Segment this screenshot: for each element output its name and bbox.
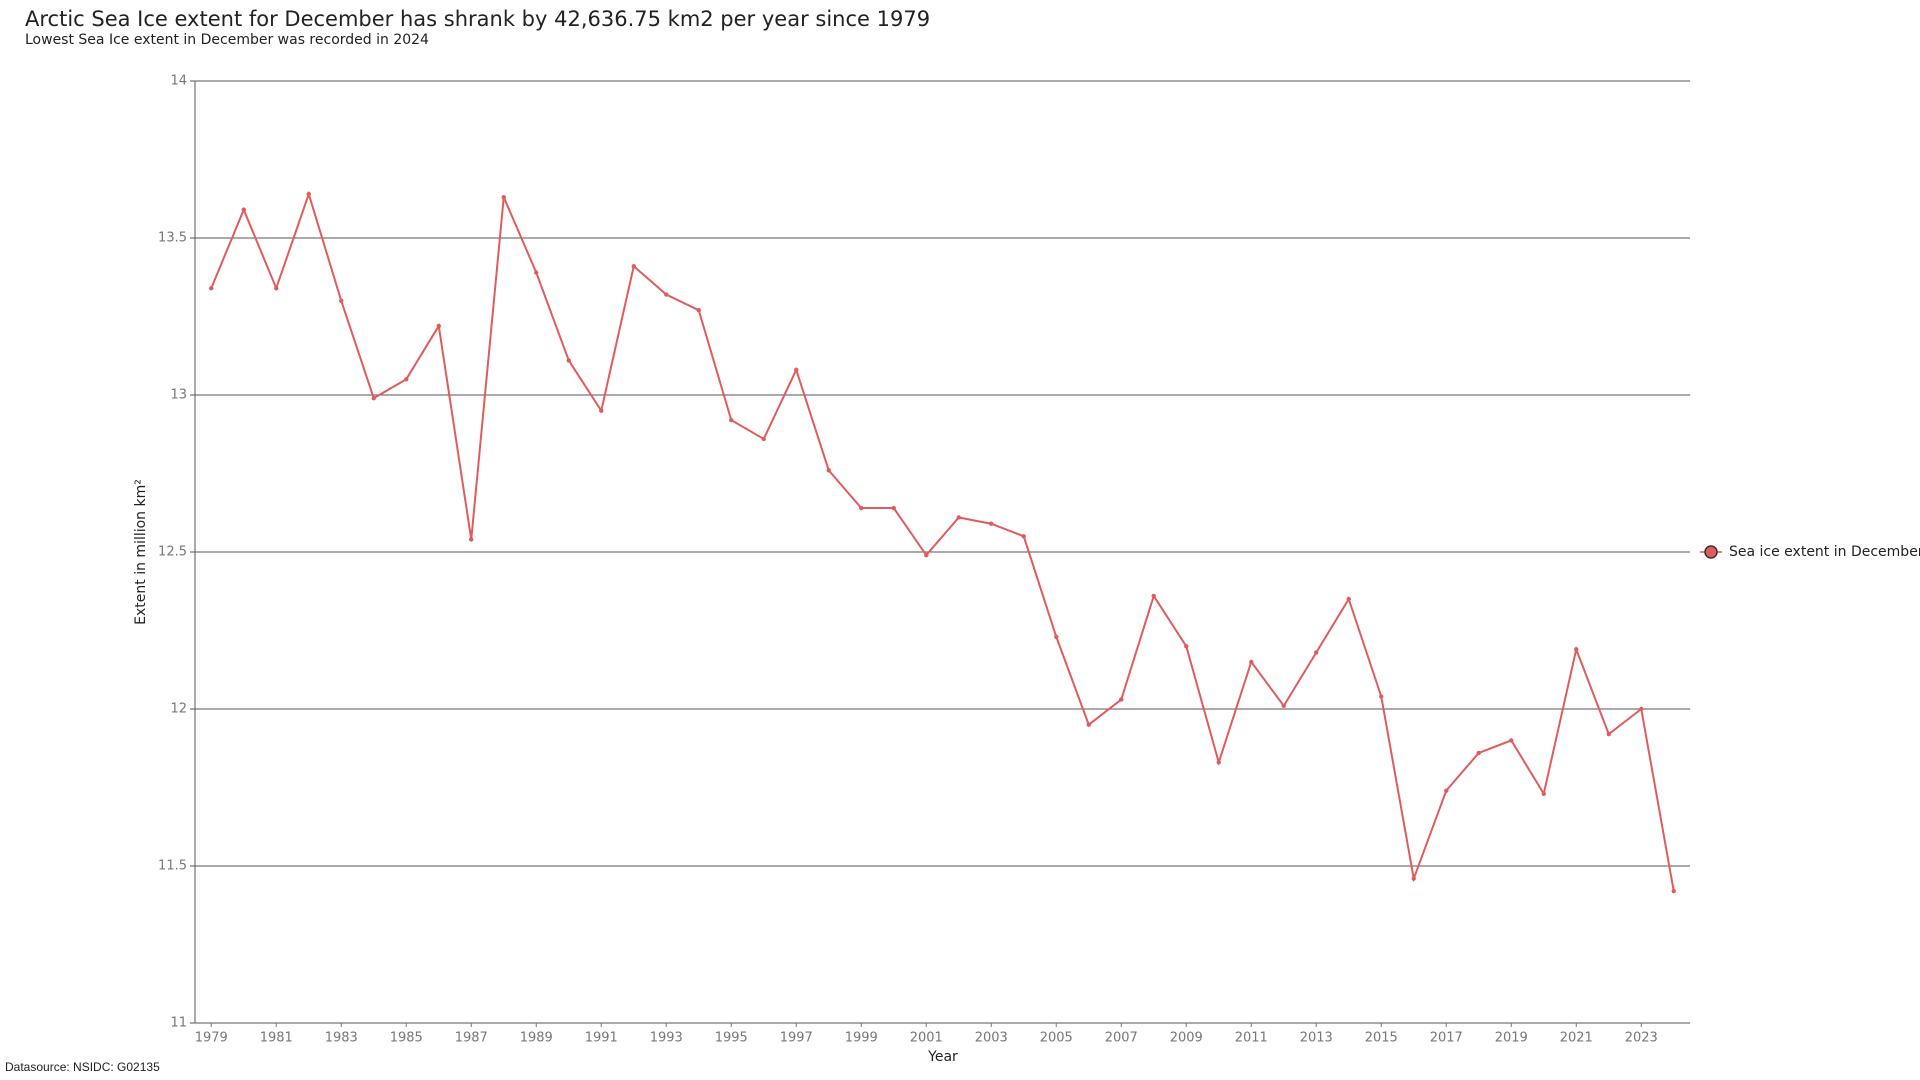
data-point [209,286,214,291]
x-tick-label: 1993 [650,1031,683,1046]
data-point [1509,738,1514,743]
data-point [924,552,929,558]
x-tick-label: 2007 [1105,1031,1138,1046]
data-point [1119,697,1124,702]
x-tick-label: 1983 [325,1031,358,1046]
data-point [664,292,669,297]
data-point [1411,876,1416,881]
x-tick-label: 2023 [1625,1031,1658,1046]
chart-subtitle: Lowest Sea Ice extent in December was re… [25,32,429,48]
x-axis-label: Year [927,1049,958,1065]
data-point [696,308,701,313]
data-point [1346,596,1351,602]
data-point [1379,694,1384,699]
data-point [1476,750,1481,756]
data-point [761,436,766,442]
x-tick-label: 2001 [910,1031,943,1046]
x-tick-label: 2003 [975,1031,1008,1046]
data-point [1151,593,1156,599]
y-tick-label: 12 [170,702,187,717]
data-point [891,505,896,511]
data-point [566,358,571,363]
data-point [1574,647,1579,652]
y-tick-label: 13.5 [158,231,187,246]
x-tick-label: 2013 [1300,1031,1333,1046]
data-point [794,367,799,373]
y-tick-label: 11.5 [158,859,187,874]
data-point [339,298,344,303]
data-point [501,194,506,200]
x-tick-label: 2005 [1040,1031,1073,1046]
y-tick-label: 11 [170,1016,187,1031]
data-point [1606,731,1611,737]
x-tick-label: 2009 [1170,1031,1203,1046]
series-line [210,190,1675,892]
data-point [1281,703,1286,709]
data-point [989,521,994,526]
x-tick-label: 1995 [715,1031,748,1046]
x-tick-label: 1989 [520,1031,553,1046]
data-point [469,537,474,542]
data-point [371,395,376,401]
legend-label: Sea ice extent in December [1729,544,1920,560]
data-point [1086,722,1091,727]
data-point [1541,791,1546,796]
data-point [599,408,604,413]
data-point [1639,706,1644,712]
y-axis-label: Extent in million km² [133,479,149,625]
data-point [436,323,441,329]
x-tick-label: 1981 [260,1031,293,1046]
data-point [1249,659,1254,665]
data-point [534,270,539,275]
x-tick-label: 1979 [195,1031,228,1046]
chart-title: Arctic Sea Ice extent for December has s… [25,7,930,31]
data-point [274,286,279,291]
data-point [1444,788,1449,793]
data-point [404,377,409,382]
legend-marker [1704,545,1718,559]
data-point [631,264,636,269]
x-tick-label: 2011 [1235,1031,1268,1046]
source-note: Datasource: NSIDC: G02135 [5,1060,160,1074]
data-point [1314,650,1319,655]
x-tick-label: 2019 [1495,1031,1528,1046]
data-point [1054,634,1059,639]
data-point [306,191,311,197]
x-tick-label: 2017 [1430,1031,1463,1046]
x-tick-label: 2021 [1560,1031,1593,1046]
data-point [859,505,864,511]
data-point [1216,760,1221,765]
data-point [956,515,961,520]
data-point [826,468,831,473]
x-tick-label: 1985 [390,1031,423,1046]
data-point [1021,534,1026,539]
data-point [1671,888,1676,894]
data-point [729,417,734,423]
y-tick-label: 12.5 [158,545,187,560]
x-tick-label: 2015 [1365,1031,1398,1046]
x-tick-label: 1999 [845,1031,878,1046]
x-tick-label: 1997 [780,1031,813,1046]
data-point [241,207,246,212]
y-tick-label: 14 [170,74,187,89]
x-tick-label: 1987 [455,1031,488,1046]
y-tick-label: 13 [170,388,187,403]
x-tick-label: 1991 [585,1031,618,1046]
data-point [1184,644,1189,649]
